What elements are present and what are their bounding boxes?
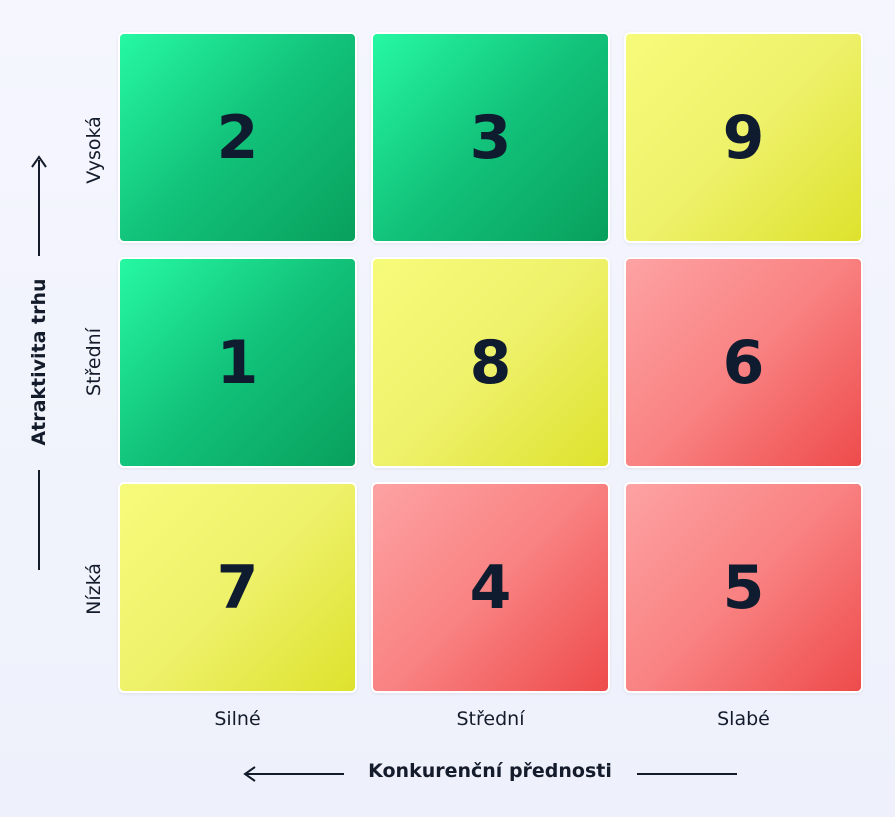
cell-number: 7	[216, 552, 259, 623]
matrix-cell-high-strong: 2	[118, 32, 357, 243]
x-axis-title: Konkurenční přednosti	[368, 760, 612, 782]
cell-number: 8	[469, 327, 512, 398]
matrix-cell-medium-medium: 8	[371, 257, 610, 468]
row-label-low-text: Nízká	[83, 563, 105, 615]
cell-number: 3	[469, 102, 512, 173]
matrix-cell-low-medium: 4	[371, 482, 610, 693]
y-axis-title-text: Atraktivita trhu	[28, 278, 50, 446]
y-axis-arrow-up-icon	[31, 155, 47, 256]
cell-number: 2	[216, 102, 259, 173]
cell-number: 1	[216, 327, 259, 398]
row-label-medium-text: Střední	[83, 328, 105, 396]
matrix-cell-medium-weak: 6	[624, 257, 863, 468]
matrix-cell-medium-strong: 1	[118, 257, 357, 468]
matrix-cell-high-medium: 3	[371, 32, 610, 243]
cell-number: 6	[722, 327, 765, 398]
row-label-high-text: Vysoká	[83, 116, 105, 184]
col-label-medium: Střední	[456, 708, 525, 730]
matrix-cell-low-weak: 5	[624, 482, 863, 693]
matrix-cell-high-weak: 9	[624, 32, 863, 243]
cell-number: 5	[722, 552, 765, 623]
cell-number: 4	[469, 552, 512, 623]
col-label-weak: Slabé	[717, 708, 770, 730]
x-axis-arrow-left-icon	[243, 766, 344, 782]
cell-number: 9	[722, 102, 765, 173]
matrix-cell-low-strong: 7	[118, 482, 357, 693]
col-label-strong: Silné	[214, 708, 261, 730]
